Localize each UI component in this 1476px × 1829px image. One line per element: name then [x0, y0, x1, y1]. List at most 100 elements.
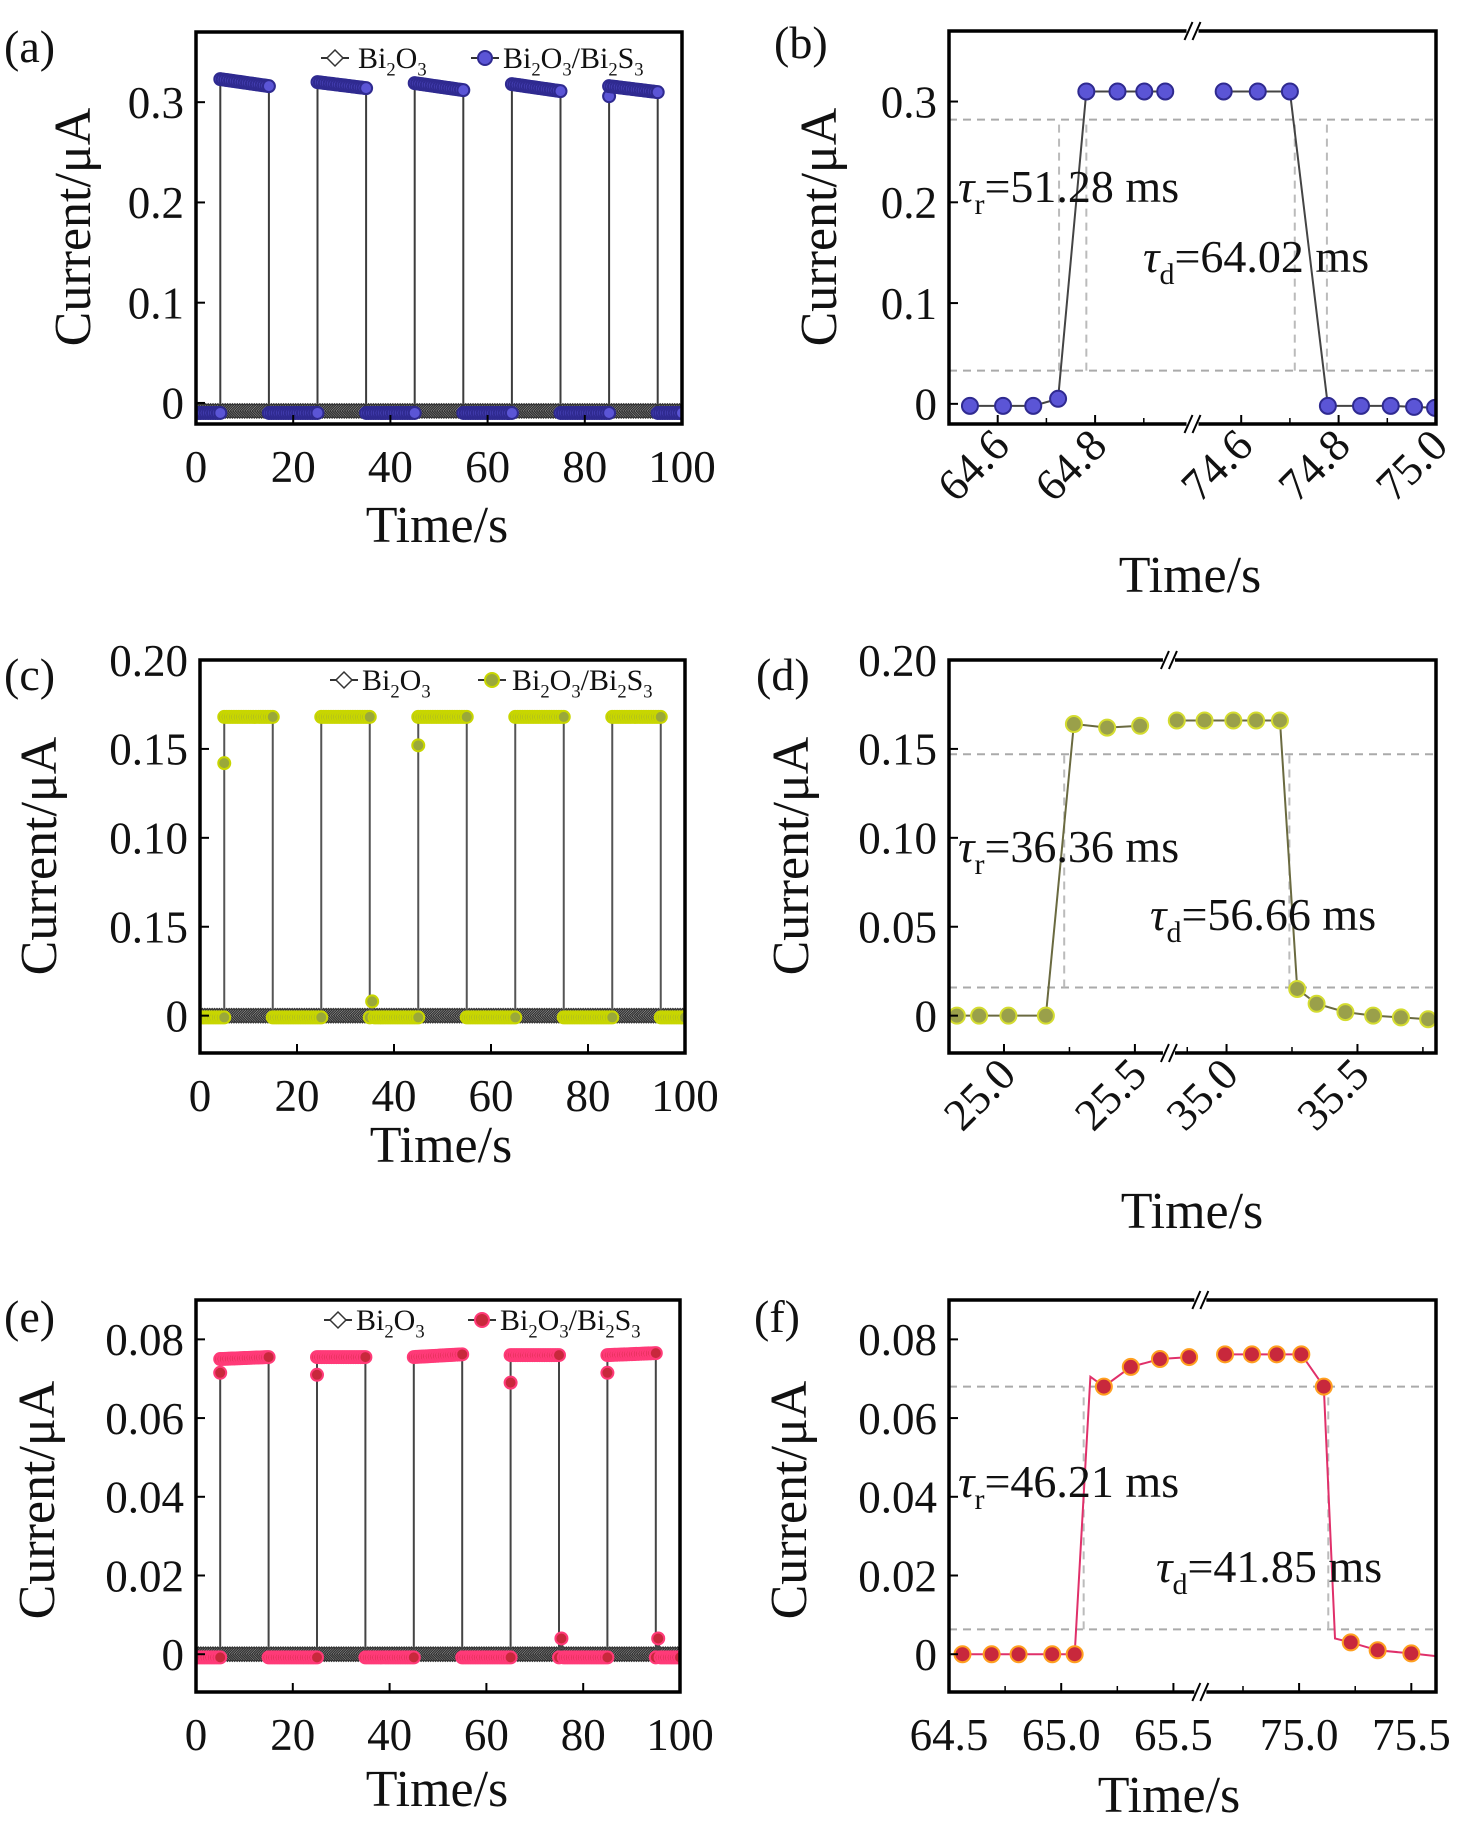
x-tick-label: 64.6 [928, 420, 1019, 511]
series-line [196, 1352, 680, 1659]
y-tick-label: 0.3 [881, 77, 937, 127]
data-point [310, 1367, 324, 1382]
panel-a: 0 0.1 0.2 0.3 0 20 40 60 80 100 Time/s Current/μA (a… [4, 21, 716, 554]
data-point [1242, 1345, 1261, 1364]
data-point [213, 405, 228, 420]
axis-break-mark [1199, 1290, 1210, 1310]
data-point [310, 405, 325, 420]
legend: Bi2O3 Bi2O3/Bi2S3 [324, 1304, 641, 1343]
y-tick-label: 0.15 [858, 725, 937, 775]
y-axis-label: Current/μA [791, 107, 848, 346]
data-point [648, 1346, 663, 1361]
x-tick-label: 75.0 [1366, 420, 1457, 511]
axis-break-gap [1186, 27, 1199, 35]
x-axis-label: Time/s [366, 497, 509, 554]
legend-marker-diamond [325, 48, 345, 68]
plot-frame [194, 30, 684, 426]
data-point [553, 84, 568, 99]
data-point [1352, 396, 1371, 415]
x-axis-label: Time/s [366, 1761, 509, 1818]
plot-area [949, 82, 1436, 417]
data-point [1224, 711, 1243, 730]
x-tick-label: 60 [465, 442, 510, 492]
x-tick-label: 25.5 [1065, 1049, 1156, 1140]
plot-area [200, 709, 685, 1025]
data-point [459, 709, 474, 724]
data-point [1156, 82, 1175, 101]
panel-label: (c) [4, 649, 55, 700]
data-point [1288, 979, 1307, 998]
data-point [359, 81, 374, 96]
data-point [1318, 396, 1337, 415]
data-point [503, 1375, 518, 1390]
y-tick-label: 0.2 [881, 178, 937, 228]
legend-marker-diamond [328, 1310, 348, 1330]
y-tick-label: 0.10 [109, 814, 188, 864]
axis-break-gap [1162, 1049, 1175, 1057]
data-point [1024, 396, 1043, 415]
x-tick-label: 80 [562, 442, 607, 492]
data-point [1336, 1003, 1355, 1022]
x-tick-label: 20 [275, 1071, 320, 1121]
x-tick-label: 100 [646, 1710, 714, 1760]
y-axis-label: Current/μA [763, 736, 820, 975]
legend-label: Bi2O3 [362, 664, 431, 703]
y-axis-label: Current/μA [45, 107, 102, 346]
axis-break-mark [1191, 414, 1202, 434]
time-constant-annotation: τd=64.02 ms [1143, 231, 1369, 291]
data-point [1402, 1644, 1421, 1663]
data-point [1167, 711, 1186, 730]
data-point [982, 1645, 1001, 1664]
data-point [600, 1365, 615, 1380]
data-point [1280, 82, 1299, 101]
data-point [411, 1010, 426, 1025]
legend-label: Bi2O3 [358, 42, 427, 81]
y-tick-label: 0.1 [881, 279, 937, 329]
x-tick-label: 25.0 [934, 1049, 1025, 1140]
data-point [455, 1347, 470, 1362]
x-tick-label: 100 [651, 1071, 719, 1121]
y-tick-label: 0.06 [105, 1394, 184, 1444]
data-point [1214, 82, 1233, 101]
x-tick-label: 65.0 [1022, 1710, 1101, 1760]
data-point [1108, 82, 1127, 101]
axis-break-gap [1186, 420, 1199, 428]
x-tick-label: 0 [185, 1710, 208, 1760]
y-tick-label: 0.08 [105, 1315, 184, 1365]
data-point [1216, 1345, 1235, 1364]
y-axis-label: Current/μA [11, 736, 68, 975]
data-point [552, 1348, 566, 1363]
data-point [503, 1650, 518, 1665]
y-tick-label: 0.15 [109, 902, 188, 952]
data-point [1180, 1348, 1199, 1367]
data-point [1131, 716, 1150, 735]
axis-break-mark [1168, 1043, 1178, 1063]
y-tick-label: 0.04 [105, 1473, 184, 1523]
series-line [962, 1356, 1190, 1656]
data-point [362, 709, 377, 724]
data-point [600, 1650, 615, 1665]
data-point [407, 405, 422, 420]
axis-break-mark [1183, 21, 1194, 41]
data-point [365, 994, 380, 1009]
y-tick-label: 0.02 [858, 1551, 937, 1601]
plot-area [196, 72, 682, 420]
plot-area [196, 1346, 680, 1665]
x-tick-label: 75.5 [1372, 1710, 1451, 1760]
data-point [1419, 1010, 1436, 1029]
panel-label: (e) [4, 1291, 55, 1342]
y-tick-label: 0.20 [858, 636, 937, 686]
panel-label: (b) [774, 17, 828, 68]
axis-break-mark [1191, 1682, 1202, 1702]
data-point [1364, 1006, 1383, 1025]
data-point [1043, 1645, 1062, 1664]
x-tick-label: 74.6 [1171, 420, 1262, 511]
data-point [406, 1650, 421, 1665]
y-tick-label: 0.04 [858, 1473, 937, 1523]
legend: Bi2O3 Bi2O3/Bi2S3 [321, 42, 644, 81]
x-tick-label: 60 [469, 1071, 514, 1121]
data-point [653, 709, 668, 724]
panel-e: 0 0.02 0.04 0.06 0.08 0 20 40 60 80 100 Time/s Curre… [4, 1291, 714, 1818]
x-tick-label: 65.5 [1134, 1710, 1213, 1760]
y-tick-label: 0.1 [128, 278, 184, 328]
